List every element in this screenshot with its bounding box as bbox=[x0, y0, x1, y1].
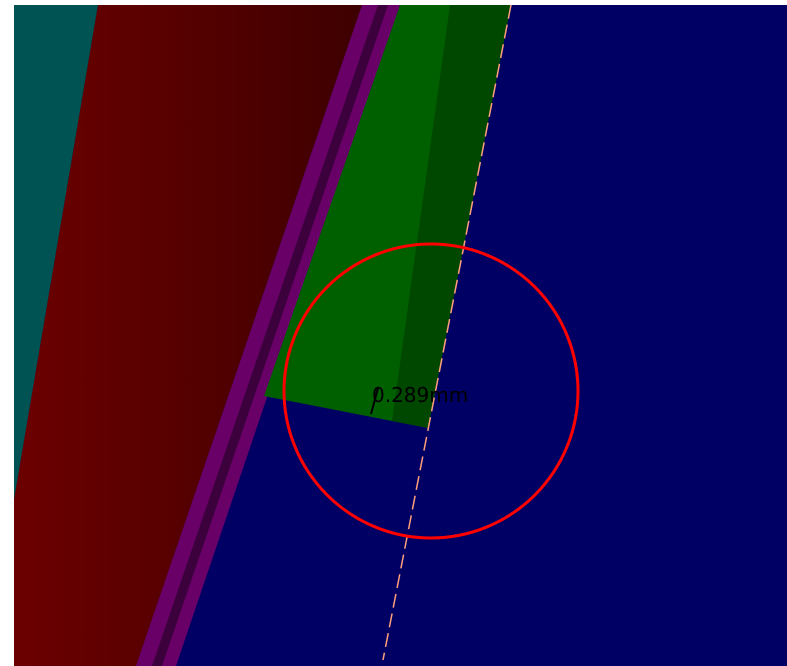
left-border bbox=[0, 0, 14, 666]
red-component-body[interactable] bbox=[14, 5, 362, 666]
dashed-reference-line bbox=[382, 4, 512, 661]
measurement-label: 0.289mm bbox=[372, 383, 468, 407]
highlight-circle[interactable] bbox=[282, 242, 580, 540]
purple-outline-inner bbox=[152, 5, 388, 666]
top-border bbox=[0, 0, 787, 5]
measurement-marker bbox=[370, 387, 379, 415]
green-pad-shade bbox=[392, 5, 511, 428]
